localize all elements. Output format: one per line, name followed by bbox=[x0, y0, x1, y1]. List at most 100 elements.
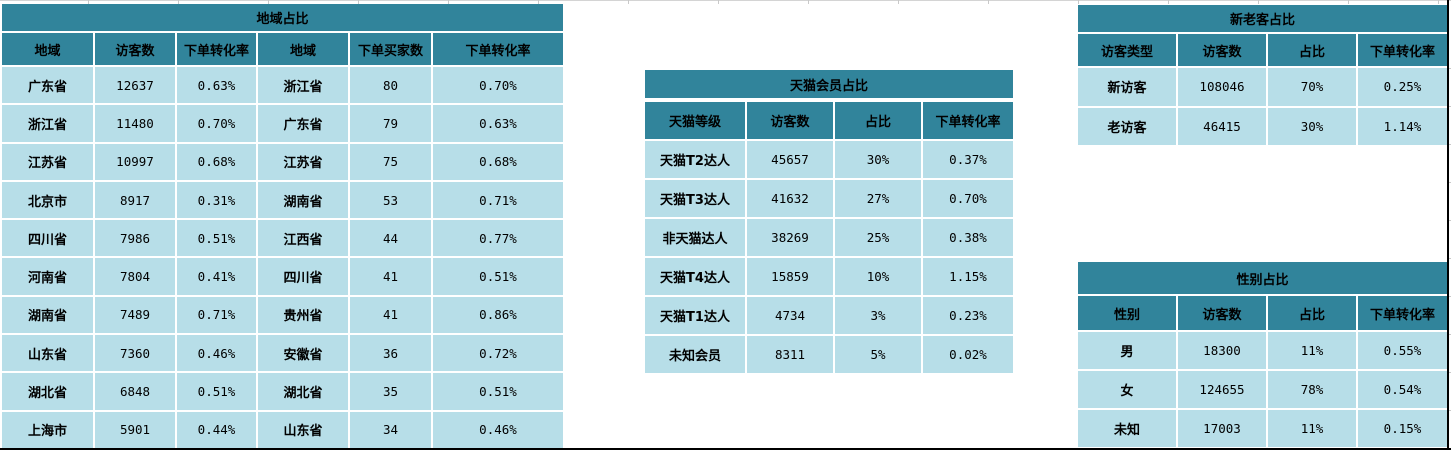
data-cell[interactable]: 108046 bbox=[1178, 68, 1266, 106]
data-cell[interactable]: 0.55% bbox=[1358, 332, 1447, 369]
data-cell[interactable]: 湖北省 bbox=[2, 373, 93, 410]
data-cell[interactable]: 广东省 bbox=[258, 105, 348, 142]
column-header-cell[interactable]: 下单转化率 bbox=[177, 33, 256, 65]
data-cell[interactable]: 30% bbox=[1268, 107, 1356, 145]
region-table-title[interactable]: 地域占比 bbox=[2, 4, 563, 31]
data-cell[interactable]: 18300 bbox=[1178, 332, 1266, 369]
data-cell[interactable]: 0.63% bbox=[177, 67, 256, 104]
data-cell[interactable]: 3% bbox=[835, 297, 921, 334]
data-cell[interactable]: 5% bbox=[835, 336, 921, 373]
data-cell[interactable]: 124655 bbox=[1178, 371, 1266, 408]
data-cell[interactable]: 0.63% bbox=[433, 105, 563, 142]
data-cell[interactable]: 0.31% bbox=[177, 181, 256, 219]
data-cell[interactable]: 38269 bbox=[747, 219, 833, 256]
column-header-cell[interactable]: 下单买家数 bbox=[350, 33, 431, 65]
column-header-cell[interactable]: 访客数 bbox=[1178, 296, 1266, 330]
data-cell[interactable]: 27% bbox=[835, 180, 921, 217]
data-cell[interactable]: 男 bbox=[1078, 332, 1176, 369]
data-cell[interactable]: 未知会员 bbox=[645, 336, 745, 373]
data-cell[interactable]: 0.68% bbox=[433, 143, 563, 180]
gender-table-title[interactable]: 性别占比 bbox=[1078, 262, 1447, 294]
data-cell[interactable]: 79 bbox=[350, 105, 431, 142]
data-cell[interactable]: 12637 bbox=[95, 67, 175, 104]
data-cell[interactable]: 四川省 bbox=[258, 258, 348, 295]
data-cell[interactable]: 天猫T4达人 bbox=[645, 258, 745, 295]
tmall-member-table-title[interactable]: 天猫会员占比 bbox=[645, 70, 1013, 98]
data-cell[interactable]: 36 bbox=[350, 335, 431, 372]
data-cell[interactable]: 7804 bbox=[95, 258, 175, 295]
column-header-cell[interactable]: 访客数 bbox=[747, 102, 833, 139]
data-cell[interactable]: 11% bbox=[1268, 410, 1356, 447]
data-cell[interactable]: 未知 bbox=[1078, 410, 1176, 447]
data-cell[interactable]: 6848 bbox=[95, 373, 175, 410]
column-header-cell[interactable]: 下单转化率 bbox=[923, 102, 1013, 139]
data-cell[interactable]: 河南省 bbox=[2, 258, 93, 295]
data-cell[interactable]: 贵州省 bbox=[258, 296, 348, 334]
data-cell[interactable]: 天猫T2达人 bbox=[645, 141, 745, 178]
data-cell[interactable]: 11480 bbox=[95, 105, 175, 142]
data-cell[interactable]: 0.37% bbox=[923, 141, 1013, 178]
data-cell[interactable]: 江苏省 bbox=[2, 143, 93, 180]
data-cell[interactable]: 17003 bbox=[1178, 410, 1266, 447]
column-header-cell[interactable]: 访客数 bbox=[1178, 34, 1266, 66]
data-cell[interactable]: 0.71% bbox=[433, 181, 563, 219]
data-cell[interactable]: 0.51% bbox=[177, 373, 256, 410]
data-cell[interactable]: 非天猫达人 bbox=[645, 219, 745, 256]
data-cell[interactable]: 江苏省 bbox=[258, 143, 348, 180]
data-cell[interactable]: 35 bbox=[350, 373, 431, 410]
data-cell[interactable]: 30% bbox=[835, 141, 921, 178]
data-cell[interactable]: 8311 bbox=[747, 336, 833, 373]
data-cell[interactable]: 0.46% bbox=[433, 411, 563, 448]
column-header-cell[interactable]: 性别 bbox=[1078, 296, 1176, 330]
data-cell[interactable]: 10997 bbox=[95, 143, 175, 180]
data-cell[interactable]: 0.68% bbox=[177, 143, 256, 180]
data-cell[interactable]: 天猫T3达人 bbox=[645, 180, 745, 217]
column-header-cell[interactable]: 占比 bbox=[835, 102, 921, 139]
data-cell[interactable]: 4734 bbox=[747, 297, 833, 334]
column-header-cell[interactable]: 占比 bbox=[1268, 34, 1356, 66]
data-cell[interactable]: 天猫T1达人 bbox=[645, 297, 745, 334]
data-cell[interactable]: 四川省 bbox=[2, 220, 93, 257]
data-cell[interactable]: 0.51% bbox=[433, 373, 563, 410]
data-cell[interactable]: 女 bbox=[1078, 371, 1176, 408]
data-cell[interactable]: 浙江省 bbox=[2, 105, 93, 142]
column-header-cell[interactable]: 地域 bbox=[258, 33, 348, 65]
data-cell[interactable]: 8917 bbox=[95, 181, 175, 219]
data-cell[interactable]: 山东省 bbox=[258, 411, 348, 448]
data-cell[interactable]: 0.71% bbox=[177, 296, 256, 334]
data-cell[interactable]: 0.72% bbox=[433, 335, 563, 372]
data-cell[interactable]: 0.02% bbox=[923, 336, 1013, 373]
data-cell[interactable]: 34 bbox=[350, 411, 431, 448]
data-cell[interactable]: 0.23% bbox=[923, 297, 1013, 334]
data-cell[interactable]: 75 bbox=[350, 143, 431, 180]
new-old-visitor-table-title[interactable]: 新老客占比 bbox=[1078, 5, 1447, 32]
data-cell[interactable]: 浙江省 bbox=[258, 67, 348, 104]
data-cell[interactable]: 湖南省 bbox=[258, 181, 348, 219]
data-cell[interactable]: 25% bbox=[835, 219, 921, 256]
data-cell[interactable]: 41 bbox=[350, 258, 431, 295]
data-cell[interactable]: 7986 bbox=[95, 220, 175, 257]
data-cell[interactable]: 10% bbox=[835, 258, 921, 295]
data-cell[interactable]: 41632 bbox=[747, 180, 833, 217]
data-cell[interactable]: 5901 bbox=[95, 411, 175, 448]
data-cell[interactable]: 0.25% bbox=[1358, 68, 1447, 106]
data-cell[interactable]: 7489 bbox=[95, 296, 175, 334]
data-cell[interactable]: 0.77% bbox=[433, 220, 563, 257]
data-cell[interactable]: 70% bbox=[1268, 68, 1356, 106]
data-cell[interactable]: 0.70% bbox=[433, 67, 563, 104]
data-cell[interactable]: 0.51% bbox=[177, 220, 256, 257]
data-cell[interactable]: 45657 bbox=[747, 141, 833, 178]
data-cell[interactable]: 安徽省 bbox=[258, 335, 348, 372]
data-cell[interactable]: 山东省 bbox=[2, 335, 93, 372]
data-cell[interactable]: 41 bbox=[350, 296, 431, 334]
data-cell[interactable]: 15859 bbox=[747, 258, 833, 295]
data-cell[interactable]: 0.86% bbox=[433, 296, 563, 334]
data-cell[interactable]: 老访客 bbox=[1078, 107, 1176, 145]
column-header-cell[interactable]: 访客类型 bbox=[1078, 34, 1176, 66]
data-cell[interactable]: 北京市 bbox=[2, 181, 93, 219]
data-cell[interactable]: 11% bbox=[1268, 332, 1356, 369]
data-cell[interactable]: 44 bbox=[350, 220, 431, 257]
column-header-cell[interactable]: 地域 bbox=[2, 33, 93, 65]
column-header-cell[interactable]: 占比 bbox=[1268, 296, 1356, 330]
column-header-cell[interactable]: 下单转化率 bbox=[433, 33, 563, 65]
